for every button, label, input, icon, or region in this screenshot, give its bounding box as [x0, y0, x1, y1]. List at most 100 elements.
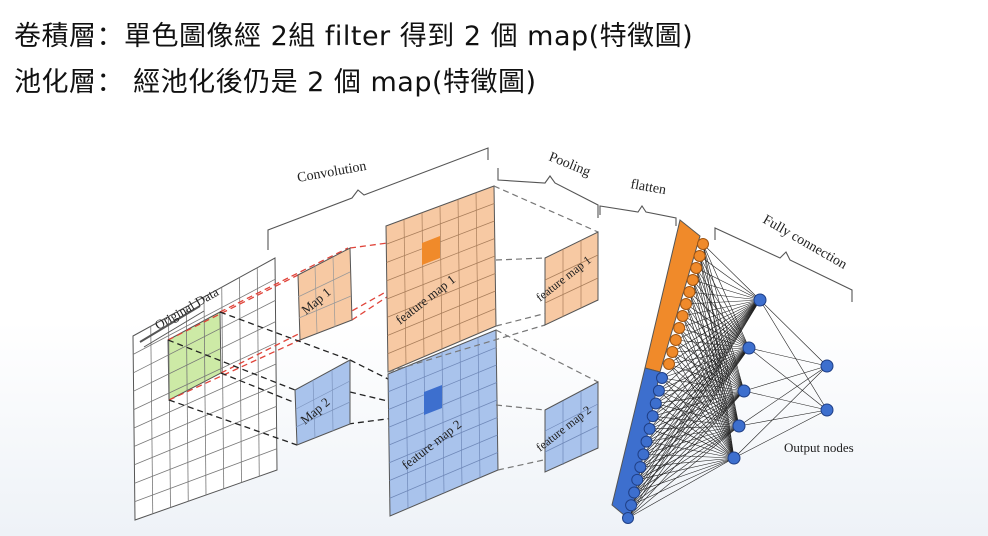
weight-line — [668, 347, 750, 365]
brace-fully-connection — [714, 227, 853, 302]
weight-line — [652, 415, 735, 459]
weight-line — [685, 303, 750, 349]
flatten-node — [646, 410, 659, 423]
stage-braces — [267, 147, 853, 302]
weight-line — [689, 291, 745, 392]
weight-line — [679, 299, 761, 329]
weight-line — [661, 299, 761, 379]
weight-line — [643, 390, 745, 455]
weight-line — [743, 390, 828, 411]
weight-line — [692, 279, 750, 349]
grid-line — [387, 290, 496, 336]
weight-line — [682, 315, 750, 349]
hidden-node — [742, 341, 756, 355]
weight-line — [643, 299, 761, 455]
weight-line — [633, 299, 761, 493]
grid-line — [389, 417, 498, 464]
weight-line — [672, 351, 740, 427]
weight-line — [627, 299, 761, 519]
weight-line — [637, 347, 750, 481]
flatten-node — [656, 372, 668, 384]
stage-pooling-label: Pooling — [547, 150, 593, 180]
weight-line — [634, 425, 740, 493]
brace-flatten — [599, 205, 677, 226]
weight-line — [655, 347, 750, 404]
weight-line — [630, 347, 750, 506]
pooled-map-1 — [544, 231, 599, 326]
pooled-map-2 — [544, 381, 599, 473]
weight-line — [733, 365, 828, 459]
grid-line — [134, 427, 277, 484]
weight-line — [655, 299, 761, 404]
weight-line — [672, 351, 745, 392]
weight-line — [733, 409, 828, 459]
flatten-nodes-orange — [663, 238, 709, 370]
weight-line — [696, 267, 761, 301]
weight-line — [748, 347, 828, 367]
grid-line — [387, 273, 496, 318]
weight-line — [679, 327, 750, 349]
grid-line — [134, 406, 277, 466]
weight-line — [692, 279, 761, 301]
weight-line — [675, 339, 740, 427]
weight-line — [627, 425, 740, 519]
fully-connected-weights — [627, 243, 828, 519]
weight-line — [675, 339, 745, 392]
weight-line — [748, 347, 828, 411]
feature-map-1-highlight — [422, 236, 440, 265]
output-node — [820, 403, 834, 417]
weight-line — [682, 299, 761, 317]
flatten-node — [625, 499, 638, 512]
weight-line — [689, 291, 750, 349]
grid-line — [133, 342, 276, 410]
map-1 — [297, 247, 353, 341]
flatten-node — [628, 486, 641, 499]
weight-line — [627, 390, 745, 519]
flatten-node — [622, 512, 634, 524]
weight-line — [678, 327, 740, 427]
weight-line — [685, 299, 761, 305]
feature-map-1 — [385, 185, 497, 373]
weight-line — [699, 255, 745, 392]
hidden-layer-nodes — [727, 293, 767, 465]
weight-line — [640, 299, 761, 468]
weight-line — [699, 255, 761, 301]
grid-line — [388, 399, 498, 446]
weight-line — [634, 457, 735, 493]
grid-line — [388, 364, 497, 410]
weight-line — [672, 347, 750, 353]
weight-line — [682, 315, 745, 392]
grid-line — [386, 203, 495, 245]
output-layer-nodes — [820, 359, 834, 417]
weight-line — [637, 299, 761, 480]
weight-line — [630, 425, 740, 506]
flatten-node — [693, 250, 706, 262]
stage-flatten-label: flatten — [629, 177, 667, 198]
weight-line — [689, 291, 761, 301]
flatten-node — [673, 322, 686, 334]
grid-line — [386, 220, 495, 263]
weight-line — [668, 363, 745, 392]
weight-line — [627, 347, 750, 519]
weight-line — [658, 299, 761, 391]
grid-line — [387, 308, 496, 355]
weight-line — [743, 365, 828, 392]
weight-line — [668, 363, 740, 427]
flatten-node — [631, 473, 644, 486]
weight-line — [633, 390, 745, 493]
stage-convolution-label: Convolution — [296, 159, 368, 186]
flatten-node — [697, 238, 709, 250]
weight-line — [692, 279, 745, 392]
weight-line — [738, 409, 828, 427]
weight-line — [630, 299, 761, 506]
flatten-node — [690, 262, 703, 274]
weight-line — [658, 347, 750, 391]
weight-line — [661, 377, 740, 427]
weight-line — [672, 299, 761, 353]
flatten-node — [637, 448, 650, 461]
hidden-node — [732, 419, 746, 433]
flatten-node — [643, 422, 656, 435]
weight-line — [699, 255, 740, 427]
weight-line — [637, 390, 745, 481]
